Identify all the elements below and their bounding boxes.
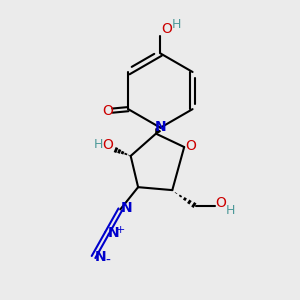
Text: +: +	[116, 225, 126, 235]
Text: O: O	[185, 139, 196, 152]
Text: N: N	[108, 226, 119, 240]
Text: N: N	[154, 120, 166, 134]
Text: N: N	[121, 201, 133, 215]
Text: O: O	[102, 103, 113, 118]
Text: N: N	[94, 250, 106, 264]
Text: O: O	[102, 138, 113, 152]
Text: H: H	[226, 203, 235, 217]
Text: H: H	[93, 138, 103, 151]
Text: O: O	[215, 196, 226, 210]
Polygon shape	[156, 129, 160, 134]
Text: H: H	[172, 18, 182, 31]
Text: O: O	[161, 22, 172, 36]
Text: -: -	[105, 254, 110, 268]
